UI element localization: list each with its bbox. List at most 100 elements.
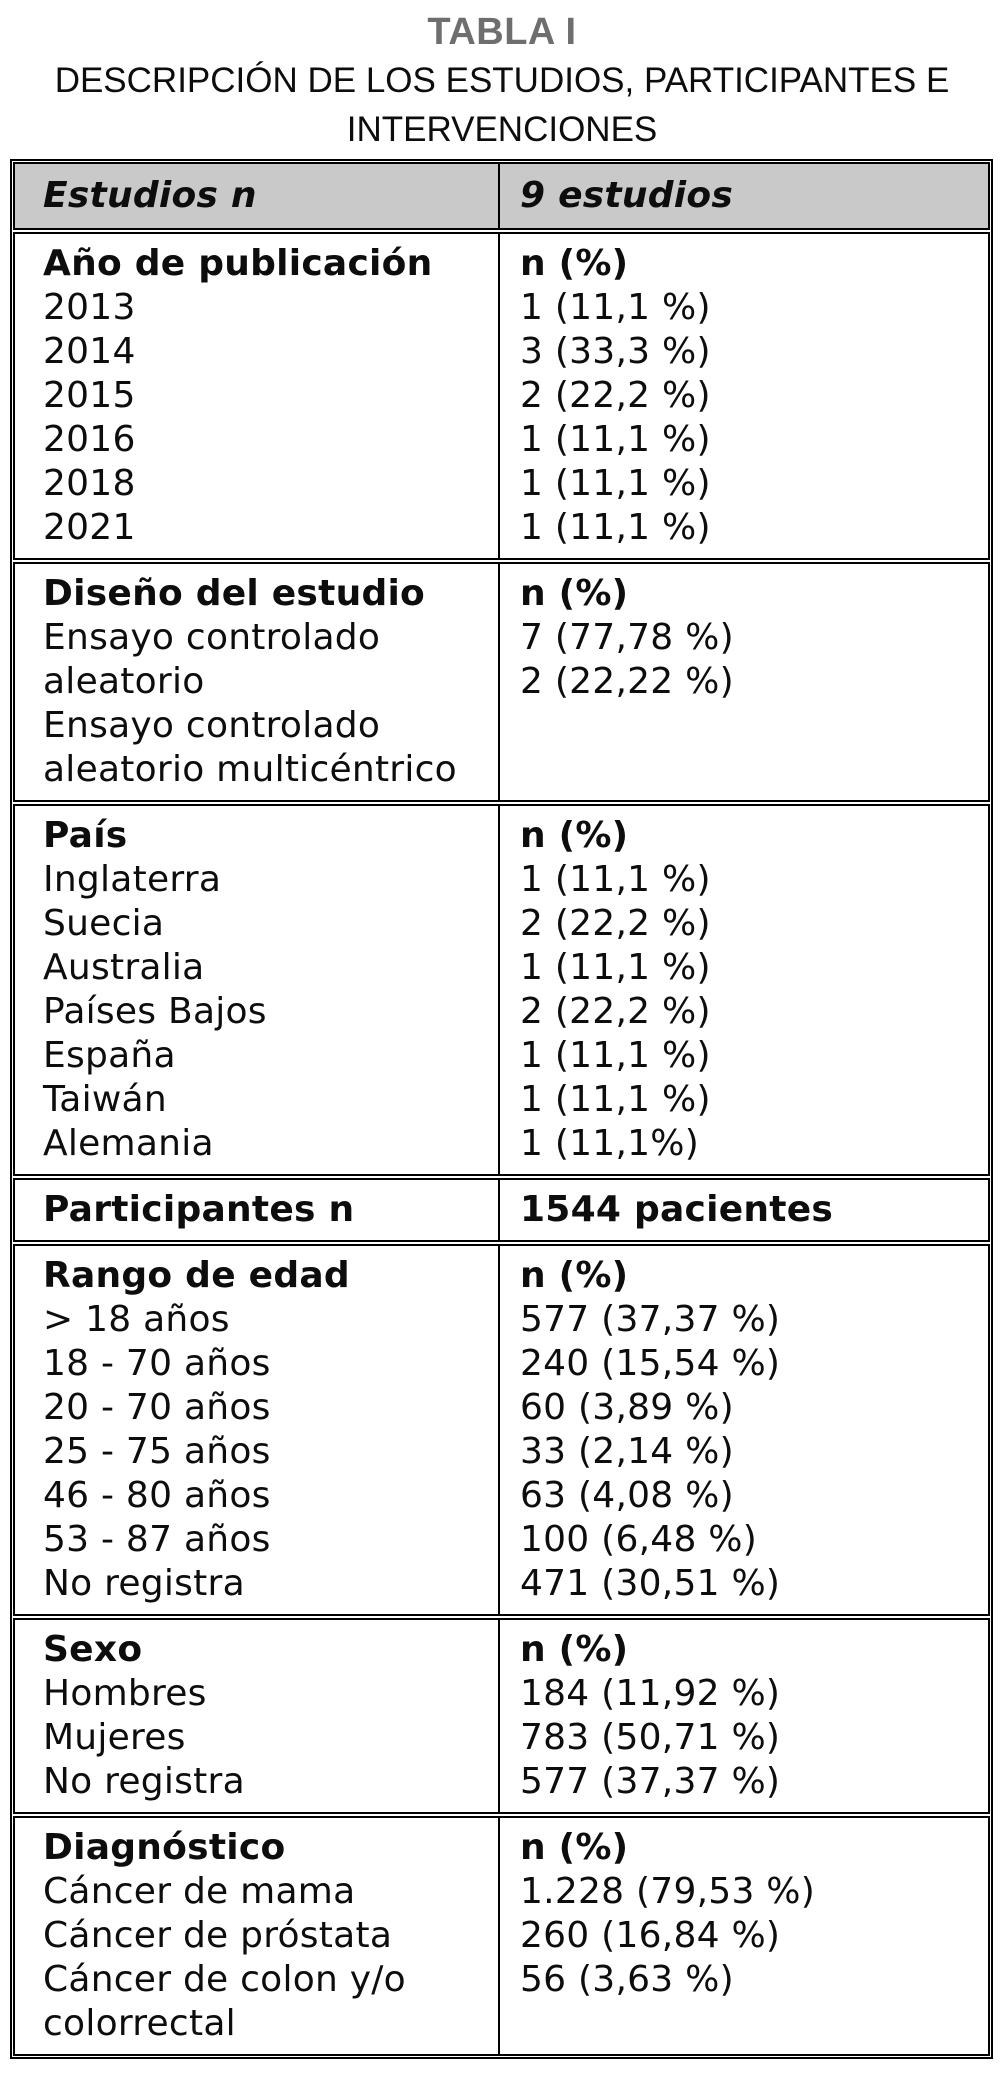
section-values-cell: n (%) 7 (77,78 %) 2 (22,22 %) (500, 564, 988, 800)
row-label: 2013 (43, 287, 136, 328)
header-cell-estudios: Estudios n (15, 164, 500, 228)
row-value: 1 (11,1%) (520, 1123, 700, 1164)
row-label: 53 - 87 años (43, 1519, 271, 1560)
section-labels-cell: Diagnóstico Cáncer de mama Cáncer de pró… (15, 1818, 500, 2054)
row-value: 2 (22,2 %) (520, 375, 711, 416)
row-label: Países Bajos (43, 991, 267, 1032)
section-labels-cell: Año de publicación 2013 2014 2015 2016 2… (15, 234, 500, 558)
header-label: Estudios n (43, 175, 257, 216)
row-value: 1 (11,1 %) (520, 1035, 711, 1076)
row-label: Cáncer de mama (43, 1871, 356, 1912)
section-pais: País Inglaterra Suecia Australia Países … (13, 804, 990, 1176)
section-values-cell: n (%) 184 (11,92 %) 783 (50,71 %) 577 (3… (500, 1620, 988, 1812)
row-value: 471 (30,51 %) (520, 1563, 781, 1604)
row-label: Ensayo controlado (43, 617, 381, 658)
section-participantes: Participantes n 1544 pacientes (13, 1178, 990, 1242)
section-value-header: n (%) (520, 1255, 629, 1296)
header-value: 9 estudios (520, 175, 734, 216)
section-labels-cell: Rango de edad > 18 años 18 - 70 años 20 … (15, 1246, 500, 1614)
section-label: Sexo (43, 1629, 143, 1670)
section-values-cell: n (%) 577 (37,37 %) 240 (15,54 %) 60 (3,… (500, 1246, 988, 1614)
section-values-cell: n (%) 1.228 (79,53 %) 260 (16,84 %) 56 (… (500, 1818, 988, 2054)
section-value-header: n (%) (520, 1827, 629, 1868)
table-subtitle: DESCRIPCIÓN DE LOS ESTUDIOS, PARTICIPANT… (0, 56, 1004, 154)
section-label: Año de publicación (43, 243, 433, 284)
section-value-header: n (%) (520, 815, 629, 856)
row-label: 2021 (43, 507, 136, 548)
subtitle-line: INTERVENCIONES (346, 110, 658, 149)
row-label: Mujeres (43, 1717, 186, 1758)
row-label: Taiwán (43, 1079, 167, 1120)
row-value: 63 (4,08 %) (520, 1475, 734, 1516)
row-label: Suecia (43, 903, 165, 944)
row-label: colorrectal (43, 2003, 236, 2044)
row-label: 20 - 70 años (43, 1387, 271, 1428)
section-labels-cell: Sexo Hombres Mujeres No registra (15, 1620, 500, 1812)
row-label: Inglaterra (43, 859, 222, 900)
row-label: aleatorio multicéntrico (43, 749, 457, 790)
section-diagnostico: Diagnóstico Cáncer de mama Cáncer de pró… (13, 1816, 990, 2056)
row-label: 2014 (43, 331, 136, 372)
row-value: 33 (2,14 %) (520, 1431, 734, 1472)
section-value-header: n (%) (520, 243, 629, 284)
row-value: 240 (15,54 %) (520, 1343, 781, 1384)
row-label: Australia (43, 947, 205, 988)
section-values-cell: n (%) 1 (11,1 %) 3 (33,3 %) 2 (22,2 %) 1… (500, 234, 988, 558)
row-label: No registra (43, 1563, 245, 1604)
row-label: España (43, 1035, 176, 1076)
section-values-cell: 1544 pacientes (500, 1180, 988, 1240)
header-cell-n-estudios: 9 estudios (500, 164, 988, 228)
section-labels-cell: Participantes n (15, 1180, 500, 1240)
section-labels-cell: Diseño del estudio Ensayo controlado ale… (15, 564, 500, 800)
row-label: 46 - 80 años (43, 1475, 271, 1516)
row-label: 18 - 70 años (43, 1343, 271, 1384)
section-diseno-del-estudio: Diseño del estudio Ensayo controlado ale… (13, 562, 990, 802)
row-value: 783 (50,71 %) (520, 1717, 781, 1758)
row-value: 1 (11,1 %) (520, 1079, 711, 1120)
table-header-row: Estudios n 9 estudios (13, 162, 990, 230)
section-value-header: n (%) (520, 1629, 629, 1670)
row-label: Cáncer de colon y/o (43, 1959, 406, 2000)
row-value: 3 (33,3 %) (520, 331, 711, 372)
row-label: 2018 (43, 463, 136, 504)
study-description-table: Estudios n 9 estudios Año de publicación… (10, 159, 993, 2059)
row-value: 184 (11,92 %) (520, 1673, 781, 1714)
row-value: 2 (22,2 %) (520, 991, 711, 1032)
row-value: 2 (22,2 %) (520, 903, 711, 944)
row-value: 100 (6,48 %) (520, 1519, 758, 1560)
row-value: 7 (77,78 %) (520, 617, 734, 658)
subtitle-line: DESCRIPCIÓN DE LOS ESTUDIOS, PARTICIPANT… (54, 61, 950, 100)
section-values-cell: n (%) 1 (11,1 %) 2 (22,2 %) 1 (11,1 %) 2… (500, 806, 988, 1174)
section-label: País (43, 815, 128, 856)
row-value: 2 (22,22 %) (520, 661, 734, 702)
row-label: aleatorio (43, 661, 205, 702)
section-labels-cell: País Inglaterra Suecia Australia Países … (15, 806, 500, 1174)
row-value: 1 (11,1 %) (520, 419, 711, 460)
row-label: 2016 (43, 419, 136, 460)
row-label: 2015 (43, 375, 136, 416)
row-value: 1 (11,1 %) (520, 287, 711, 328)
row-value: 60 (3,89 %) (520, 1387, 734, 1428)
row-value: 1 (11,1 %) (520, 507, 711, 548)
row-label: No registra (43, 1761, 245, 1802)
row-value: 1 (11,1 %) (520, 463, 711, 504)
section-rango-de-edad: Rango de edad > 18 años 18 - 70 años 20 … (13, 1244, 990, 1616)
section-value-header: 1544 pacientes (520, 1189, 834, 1230)
row-value: 260 (16,84 %) (520, 1915, 781, 1956)
row-label: 25 - 75 años (43, 1431, 271, 1472)
row-value: 56 (3,63 %) (520, 1959, 734, 2000)
row-label: Alemania (43, 1123, 214, 1164)
section-value-header: n (%) (520, 573, 629, 614)
row-value: 1 (11,1 %) (520, 947, 711, 988)
row-label: > 18 años (43, 1299, 230, 1340)
row-label: Hombres (43, 1673, 207, 1714)
section-sexo: Sexo Hombres Mujeres No registra n (%) 1… (13, 1618, 990, 1814)
table-number-title: TABLA I (427, 11, 577, 53)
row-label: Cáncer de próstata (43, 1915, 393, 1956)
section-label: Participantes n (43, 1189, 355, 1230)
row-value: 577 (37,37 %) (520, 1761, 781, 1802)
section-label: Diagnóstico (43, 1827, 286, 1868)
section-ano-de-publicacion: Año de publicación 2013 2014 2015 2016 2… (13, 232, 990, 560)
section-label: Diseño del estudio (43, 573, 426, 614)
